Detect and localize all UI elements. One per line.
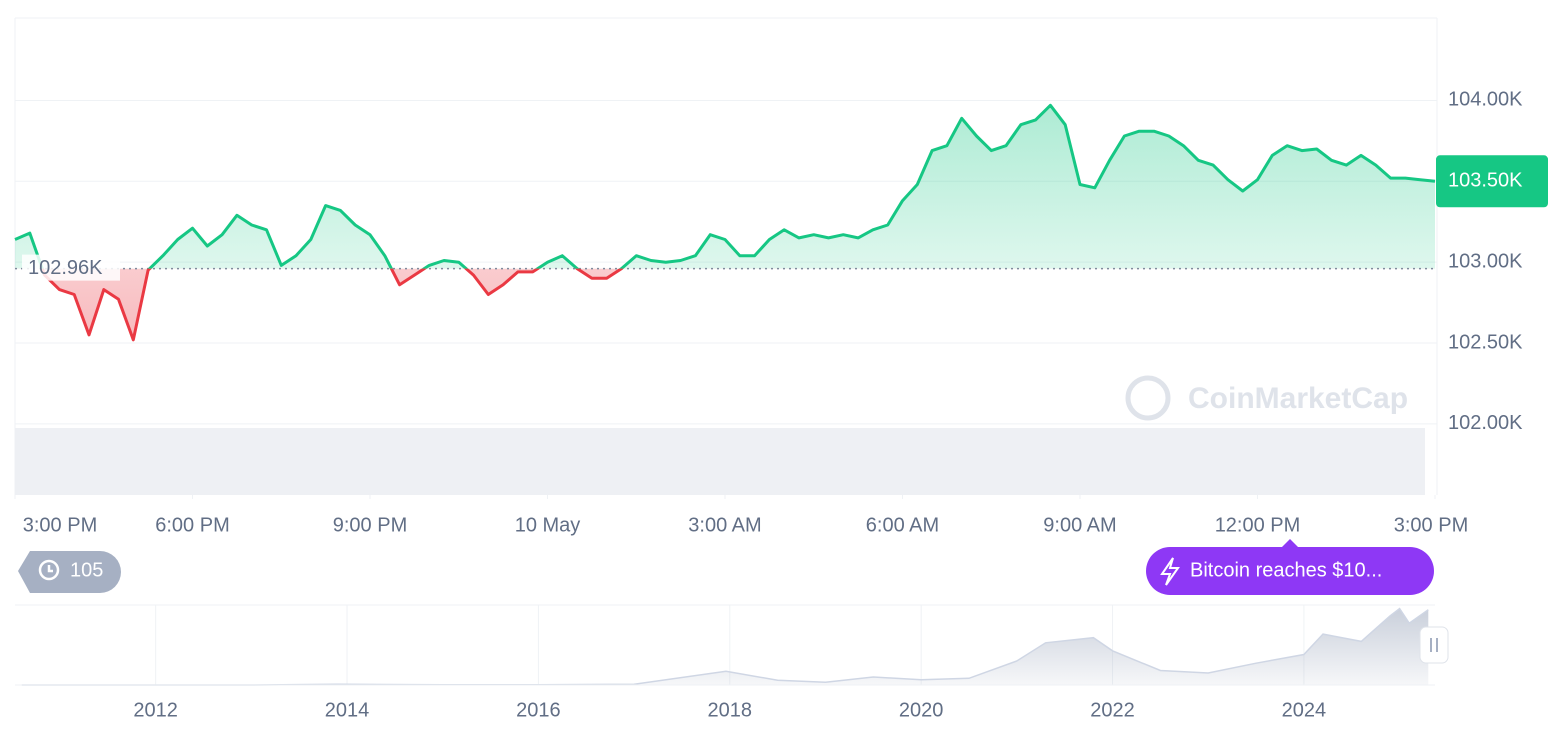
y-tick-label: 103.00K	[1448, 250, 1523, 272]
x-tick-label: 3:00 PM	[1394, 514, 1468, 536]
events-badge[interactable]: 105	[18, 551, 121, 593]
x-tick-label: 9:00 PM	[333, 514, 407, 536]
x-tick-label: 3:00 AM	[688, 514, 761, 536]
reference-label-bg	[22, 254, 120, 281]
navigator-tick-label: 2024	[1282, 699, 1327, 721]
navigator-handle[interactable]	[1419, 626, 1449, 664]
events-count[interactable]: 105	[70, 559, 103, 581]
navigator-tick-label: 2018	[708, 699, 753, 721]
last-price-label: 103.50K	[1448, 170, 1523, 192]
event-badge[interactable]: Bitcoin reaches $10...	[1146, 539, 1434, 595]
navigator-tick-label: 2014	[325, 699, 370, 721]
last-price-box	[1436, 155, 1548, 208]
reference-label: 102.96K	[28, 257, 103, 279]
navigator-tick-label: 2020	[899, 699, 944, 721]
area-up	[15, 105, 1435, 269]
navigator-tick-label: 2022	[1090, 699, 1135, 721]
y-tick-label: 102.00K	[1448, 412, 1523, 434]
volume-backdrop	[15, 428, 1425, 495]
plot-layer: 102.00K 102.50K 103.00K 103.50K 104.00K 3:00 …	[14, 89, 1548, 721]
navigator-tick-label: 2016	[516, 699, 561, 721]
watermark: CoinMarketCap	[1125, 375, 1408, 421]
y-tick-label: 102.50K	[1448, 331, 1523, 353]
x-tick-label: 6:00 AM	[866, 514, 939, 536]
x-tick-label: 12:00 PM	[1215, 514, 1301, 536]
y-tick-label: 104.00K	[1448, 89, 1523, 111]
x-tick-label: 3:00 PM	[23, 514, 97, 536]
navigator-tick-label: 2012	[133, 699, 178, 721]
x-tick-label: 6:00 PM	[155, 514, 229, 536]
x-tick-label: 10 May	[515, 514, 581, 536]
price-line-up	[14, 103, 1436, 269]
event-label[interactable]: Bitcoin reaches $10...	[1190, 559, 1382, 581]
navigator-area	[21, 608, 1429, 685]
x-tick-label: 9:00 AM	[1043, 514, 1116, 536]
watermark-text: CoinMarketCap	[1188, 382, 1408, 415]
